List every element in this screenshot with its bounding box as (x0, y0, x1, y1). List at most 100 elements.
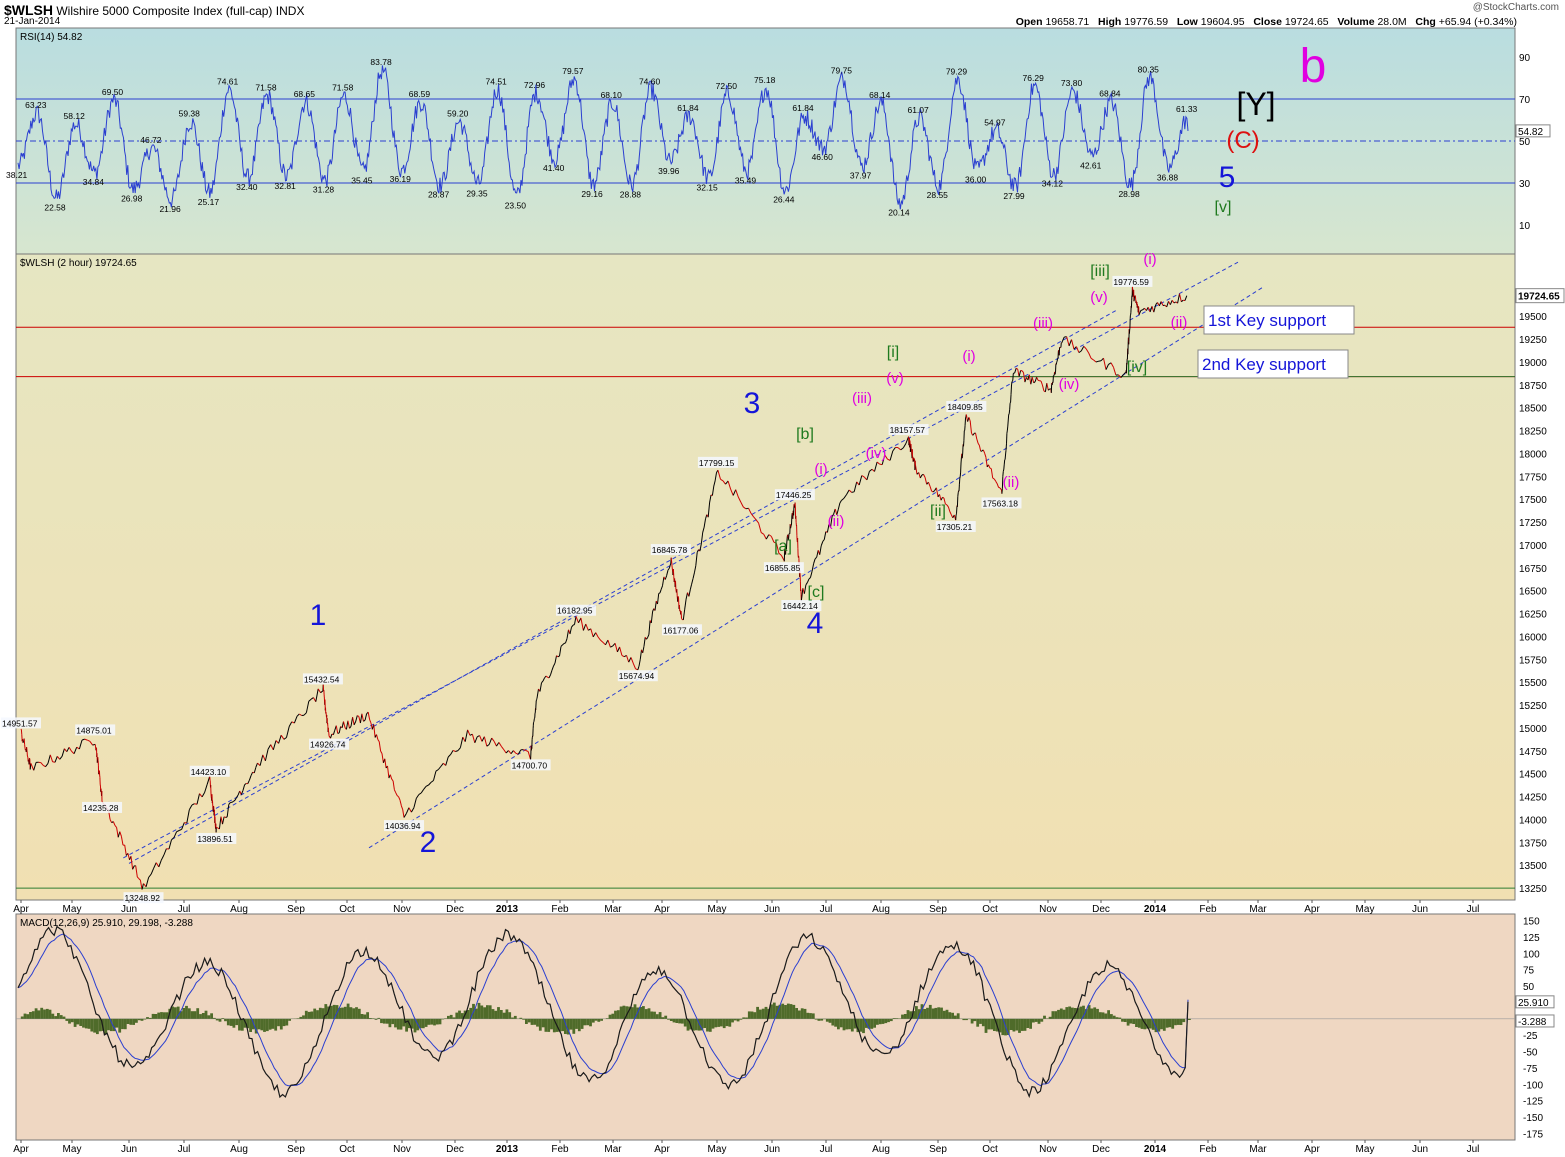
price-bar (430, 780, 434, 783)
price-bar (119, 831, 122, 837)
x-tick-label: Sep (929, 904, 947, 915)
price-bar (691, 578, 694, 585)
rsi-peak-label: 79.75 (831, 66, 853, 76)
price-bar (889, 450, 894, 461)
price-bar (993, 478, 997, 482)
price-bar (240, 790, 244, 795)
price-bar (347, 720, 350, 729)
price-bar (545, 675, 548, 678)
price-bars (20, 286, 1188, 890)
price-tick-label: 18750 (1519, 381, 1547, 392)
price-bar (978, 445, 982, 452)
wave-label: b (1300, 40, 1327, 93)
x-tick-label: Dec (446, 904, 464, 915)
price-bar (805, 582, 808, 586)
wave-label: (C) (1226, 127, 1259, 154)
price-bar (788, 533, 790, 540)
macd-hist-bar (1110, 1014, 1113, 1019)
price-bar (822, 539, 825, 542)
price-bar (750, 513, 754, 517)
price-bar (1142, 307, 1145, 311)
x-tick-label: Nov (1039, 1144, 1057, 1155)
price-bar (1061, 336, 1065, 344)
price-bar (571, 624, 574, 628)
macd-hist-bar (1146, 1018, 1149, 1029)
volume-value: 28.0M (1377, 16, 1407, 28)
macd-hist-bar (1087, 1005, 1091, 1019)
macd-hist-bar (346, 1003, 350, 1019)
price-bar (830, 516, 833, 528)
price-bar (445, 756, 449, 766)
price-bar (740, 501, 744, 508)
macd-hist-bar (619, 1006, 623, 1019)
price-bar (234, 797, 238, 801)
macd-hist-bar (1023, 1018, 1027, 1031)
price-bar (1158, 301, 1162, 307)
macd-hist-bar (784, 1005, 787, 1019)
price-bar (658, 592, 661, 595)
macd-hist-bar (976, 1018, 980, 1027)
price-bar (851, 491, 855, 493)
price-bar (391, 778, 394, 782)
macd-hist-bar (380, 1018, 383, 1024)
price-bar (335, 725, 339, 734)
rsi-trough-label: 20.14 (888, 208, 910, 218)
macd-hist-bar (513, 1015, 517, 1019)
macd-hist-bar (143, 1018, 147, 1020)
price-bar (1012, 373, 1014, 381)
macd-hist-bar (547, 1018, 551, 1032)
price-bar (582, 623, 587, 631)
price-bar (380, 750, 383, 754)
price-label-bg (763, 562, 804, 574)
macd-hist-bar (1009, 1018, 1013, 1030)
price-tick-label: 19500 (1519, 312, 1547, 323)
x-tick-label: Jul (1467, 1144, 1480, 1155)
macd-hist-bar (59, 1015, 63, 1019)
price-bar (897, 447, 902, 451)
price-tick-label: 13500 (1519, 861, 1547, 872)
price-bar (395, 792, 398, 796)
macd-hist-bar (427, 1018, 431, 1025)
macd-hist-bar (541, 1018, 545, 1028)
price-bar (1009, 402, 1012, 404)
price-bar (559, 646, 562, 657)
price-bar (1037, 379, 1040, 382)
macd-hist-bar (625, 1006, 629, 1019)
macd-hist-bar (530, 1018, 534, 1025)
macd-hist-bar (580, 1018, 584, 1029)
price-bar (1047, 388, 1050, 391)
x-tick-label: Feb (551, 1144, 569, 1155)
price-bar (551, 665, 554, 671)
price-bar (406, 807, 410, 814)
price-tick-label: 19250 (1519, 335, 1547, 346)
price-bar (173, 831, 178, 838)
price-label: 17446.25 (776, 490, 812, 500)
price-bar (87, 739, 91, 742)
macd-hist-bar (533, 1018, 537, 1025)
price-bar (435, 769, 439, 772)
macd-hist-bar (399, 1018, 403, 1030)
macd-last-value: 25.910 (1518, 998, 1549, 1009)
macd-hist-bar (421, 1018, 425, 1029)
price-bar (699, 543, 702, 552)
macd-hist-bar (664, 1015, 668, 1019)
macd-hist-bar (65, 1018, 69, 1021)
open-value: 19658.71 (1045, 16, 1090, 28)
price-bar (572, 624, 575, 626)
price-bar (73, 747, 78, 754)
macd-hist-bar (229, 1018, 233, 1026)
price-bar (286, 726, 290, 738)
macd-hist-bar (62, 1016, 66, 1019)
macd-hist-bar (82, 1018, 85, 1028)
rsi-peak-label: 68.59 (409, 89, 431, 99)
price-label-bg (1, 717, 41, 729)
macd-hist-bar (934, 1007, 938, 1019)
x-tick-label: Aug (230, 904, 248, 915)
price-bar (1021, 370, 1024, 373)
rsi-last-value: 54.82 (1518, 127, 1543, 138)
macd-hist-bar (1151, 1018, 1155, 1030)
price-bar (770, 536, 775, 543)
macd-hist-bar (140, 1018, 144, 1021)
macd-hist-bar (850, 1018, 854, 1032)
channel-upper-2 (123, 261, 1239, 859)
